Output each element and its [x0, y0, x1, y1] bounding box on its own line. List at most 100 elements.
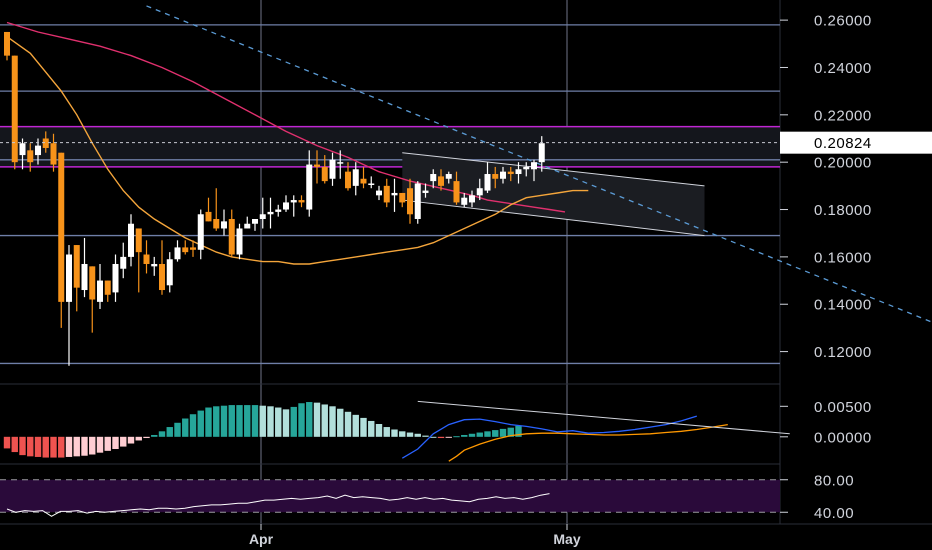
candle-body — [143, 254, 150, 264]
candle-6 — [42, 131, 49, 153]
candle-body — [135, 228, 142, 253]
macd-histogram-bar-10 — [73, 436, 80, 457]
candle-23 — [174, 240, 181, 262]
candle-body — [461, 197, 468, 205]
candle-60 — [461, 192, 468, 208]
candle-body — [244, 223, 251, 229]
candle-55 — [422, 183, 429, 198]
price-axis-label-7: 0.14000 — [814, 297, 872, 314]
macd-histogram-bar-31 — [236, 405, 243, 437]
macd-histogram-bar-23 — [174, 422, 181, 437]
macd-histogram-bar-32 — [244, 405, 251, 437]
candle-body — [112, 263, 119, 293]
candle-body — [399, 192, 406, 203]
macd-histogram-bar-6 — [42, 436, 49, 458]
macd-trendline — [417, 400, 790, 435]
macd-histogram-bar-37 — [282, 409, 290, 437]
macd-histogram-bar-45 — [344, 411, 352, 437]
macd-histogram-bar-56 — [430, 436, 437, 438]
candle-14 — [104, 280, 111, 302]
candle-24 — [182, 240, 189, 255]
candle-57 — [438, 169, 444, 191]
macd-histogram-bar-15 — [112, 436, 119, 450]
candle-body — [275, 209, 282, 212]
candle-28 — [213, 188, 220, 231]
candle-66 — [507, 166, 514, 182]
macd-histogram-bar-52 — [399, 431, 406, 437]
candle-49 — [376, 185, 382, 201]
macd-histogram-bar-8 — [58, 436, 65, 458]
candle-34 — [259, 197, 266, 229]
candle-26 — [197, 209, 204, 260]
macd-histogram-bar-1 — [3, 436, 11, 449]
macd-histogram-bar-39 — [298, 403, 305, 437]
macd-histogram-bar-61 — [468, 433, 476, 437]
macd-histogram-bar-54 — [414, 433, 421, 437]
macd-signal-line — [448, 423, 728, 462]
candle-body — [259, 214, 266, 220]
candle-body — [500, 171, 506, 179]
candle-21 — [159, 240, 165, 295]
macd-histogram-bar-49 — [375, 424, 383, 437]
candle-body — [438, 176, 444, 186]
macd-histogram-bar-34 — [259, 405, 266, 437]
macd-histogram-bar-20 — [151, 434, 158, 437]
candle-63 — [484, 162, 491, 193]
candle-61 — [469, 190, 475, 208]
macd-histogram-bar-66 — [507, 427, 514, 437]
candle-body — [484, 174, 491, 191]
macd-histogram-bar-3 — [19, 436, 26, 456]
candle-body — [4, 31, 10, 56]
candle-body — [368, 183, 375, 185]
candle-body — [414, 183, 421, 220]
macd-histogram-bar-42 — [321, 404, 328, 437]
candle-4 — [27, 143, 34, 172]
candle-20 — [151, 256, 158, 276]
candle-37 — [283, 195, 289, 212]
last-price-label: 0.20824 — [814, 135, 872, 152]
macd-histogram-bar-11 — [81, 436, 88, 456]
price-axis-label-4: 0.20000 — [814, 155, 872, 172]
rsi-band — [0, 479, 780, 513]
macd-histogram-bar-19 — [143, 436, 150, 439]
macd-histogram-bar-65 — [499, 428, 507, 437]
price-zone-fill — [0, 126, 780, 167]
candle-body — [151, 263, 158, 267]
candle-body — [27, 150, 34, 163]
macd-histogram-bar-38 — [290, 406, 297, 437]
candle-64 — [492, 166, 499, 189]
candle-41 — [314, 150, 320, 184]
candle-11 — [81, 237, 88, 298]
macd-histogram-bar-55 — [422, 435, 429, 437]
candle-9 — [66, 245, 72, 366]
candle-29 — [221, 209, 227, 236]
macd-histogram-bar-63 — [484, 431, 491, 437]
candle-19 — [143, 240, 150, 274]
candle-body — [314, 164, 320, 167]
candle-43 — [329, 152, 336, 186]
macd-histogram-bar-12 — [89, 436, 96, 455]
descending-trendline — [146, 5, 932, 323]
candle-7 — [50, 133, 57, 172]
candle-body — [128, 223, 134, 257]
candle-body — [104, 280, 111, 295]
candle-16 — [120, 242, 127, 279]
macd-histogram-bar-7 — [50, 436, 57, 458]
candle-body — [228, 219, 235, 255]
last-price-tag — [780, 131, 932, 154]
macd-histogram-bar-24 — [182, 418, 189, 437]
candle-27 — [205, 197, 212, 222]
candle-48 — [368, 176, 375, 189]
candle-58 — [445, 171, 452, 184]
candle-body — [476, 188, 483, 196]
candle-body — [422, 190, 429, 193]
candle-22 — [166, 252, 173, 293]
candle-12 — [89, 266, 96, 333]
candle-body — [120, 256, 127, 269]
macd-histogram-bar-4 — [27, 436, 34, 457]
candle-body — [205, 211, 212, 222]
candle-56 — [430, 169, 437, 189]
candle-body — [430, 174, 437, 182]
candle-body — [469, 195, 475, 203]
